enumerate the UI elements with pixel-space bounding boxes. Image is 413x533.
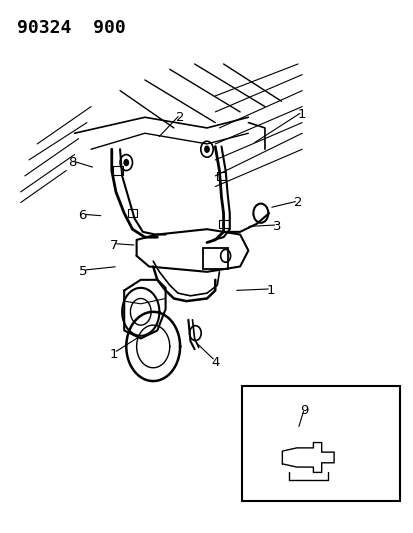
- Bar: [242, 386, 399, 501]
- Bar: [113, 166, 123, 175]
- Bar: [218, 220, 228, 228]
- Text: 8: 8: [68, 156, 76, 169]
- Text: 6: 6: [78, 209, 87, 222]
- Bar: [127, 209, 137, 217]
- Text: 2: 2: [176, 111, 184, 124]
- Text: 1: 1: [109, 348, 118, 361]
- Bar: [216, 172, 226, 180]
- Circle shape: [204, 146, 209, 153]
- Text: 1: 1: [297, 108, 306, 121]
- Text: 5: 5: [78, 265, 87, 278]
- Text: 7: 7: [109, 239, 118, 252]
- Circle shape: [123, 159, 129, 166]
- Text: 2: 2: [293, 196, 301, 209]
- Bar: [202, 248, 227, 269]
- Text: 1: 1: [266, 284, 275, 297]
- Text: 3: 3: [273, 220, 281, 233]
- Text: 9: 9: [299, 404, 308, 417]
- Text: 90324  900: 90324 900: [17, 19, 125, 37]
- Text: 4: 4: [211, 356, 219, 369]
